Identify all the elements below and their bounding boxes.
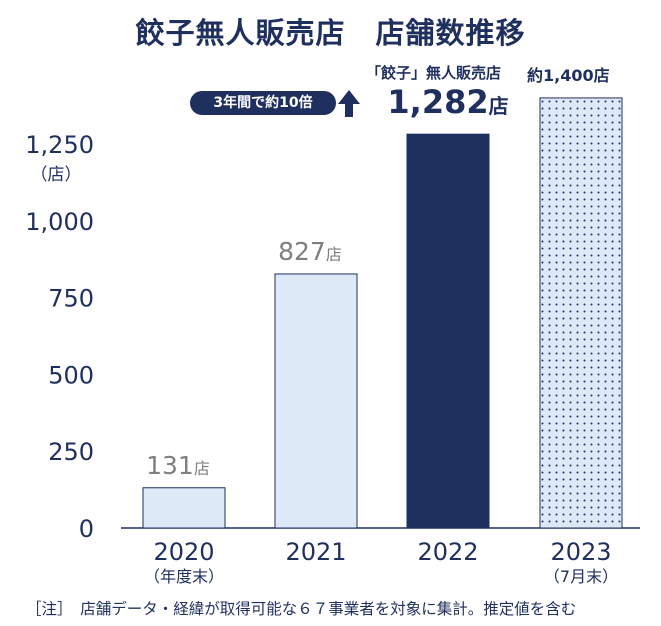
- y-axis-unit-label: （店）: [31, 165, 82, 185]
- y-tick-label: 1,250: [25, 131, 94, 159]
- bar-2022: [406, 133, 490, 529]
- x-tick-label-2020: 2020: [153, 538, 214, 566]
- footnote: ［注］ 店舗データ・経緯が取得可能な６７事業者を対象に集計。推定値を含む: [26, 600, 577, 618]
- x-sublabel-2020: （年度末）: [144, 567, 224, 586]
- value-label-2020: 131店: [146, 451, 210, 480]
- annotation-2023-label: 約1,400店: [527, 66, 610, 85]
- y-tick-label: 1,000: [25, 208, 94, 236]
- x-tick-label-2023: 2023: [550, 538, 611, 566]
- growth-badge-text: 3年間で約10倍: [190, 91, 336, 115]
- x-tick-label-2022: 2022: [417, 538, 478, 566]
- bar-2020: [142, 487, 226, 529]
- annotation-2022-label: 「餃子」無人販売店: [366, 64, 502, 82]
- bar-2021: [274, 273, 358, 529]
- y-tick-label: 500: [48, 361, 94, 389]
- arrow-up-icon: [338, 90, 360, 117]
- growth-badge: 3年間で約10倍: [190, 88, 366, 118]
- x-sublabel-2023: （7月末）: [544, 567, 618, 586]
- bar-layer: [142, 97, 623, 529]
- chart-title: 餃子無人販売店 店舗数推移: [135, 16, 526, 50]
- value-label-2022: 1,282店: [387, 83, 508, 121]
- x-tick-label-2021: 2021: [285, 538, 346, 566]
- y-tick-label: 0: [79, 515, 94, 543]
- value-label-2021: 827店: [278, 237, 342, 266]
- y-tick-label: 750: [48, 285, 94, 313]
- label-layer: 131店 827店 1,282店 2020（年度末） 2021 2022 2023（7月末）: [144, 83, 618, 586]
- bar-2023: [539, 97, 623, 529]
- y-tick-label: 250: [48, 438, 94, 466]
